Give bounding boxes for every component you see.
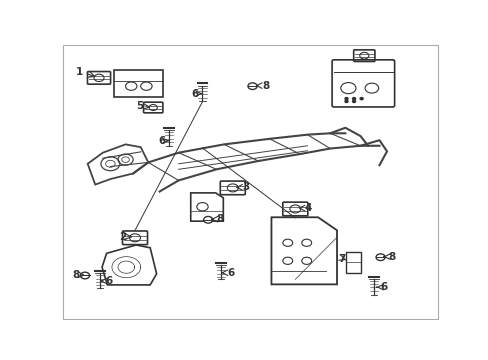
Text: 6: 6 [190, 89, 198, 99]
Text: 8: 8 [387, 252, 395, 262]
Circle shape [352, 98, 355, 100]
Text: 6: 6 [158, 136, 165, 146]
Circle shape [344, 100, 347, 103]
Text: 5: 5 [136, 102, 143, 111]
Text: 6: 6 [380, 282, 387, 292]
Text: 6: 6 [105, 276, 113, 286]
Text: 2: 2 [119, 232, 126, 242]
Text: 6: 6 [227, 268, 234, 278]
Bar [114, 70, 163, 96]
Circle shape [203, 216, 212, 223]
Circle shape [352, 100, 355, 103]
Text: 7: 7 [337, 254, 345, 264]
Text: 8: 8 [262, 81, 269, 91]
Text: 4: 4 [304, 203, 311, 213]
Circle shape [247, 83, 257, 90]
Circle shape [81, 272, 89, 279]
Bar [346, 252, 360, 273]
Text: 3: 3 [242, 183, 249, 192]
Circle shape [359, 98, 363, 100]
Text: 8: 8 [73, 270, 80, 280]
Circle shape [375, 254, 385, 261]
Text: 8: 8 [216, 214, 223, 224]
Text: 1: 1 [76, 67, 83, 77]
Circle shape [344, 98, 347, 100]
